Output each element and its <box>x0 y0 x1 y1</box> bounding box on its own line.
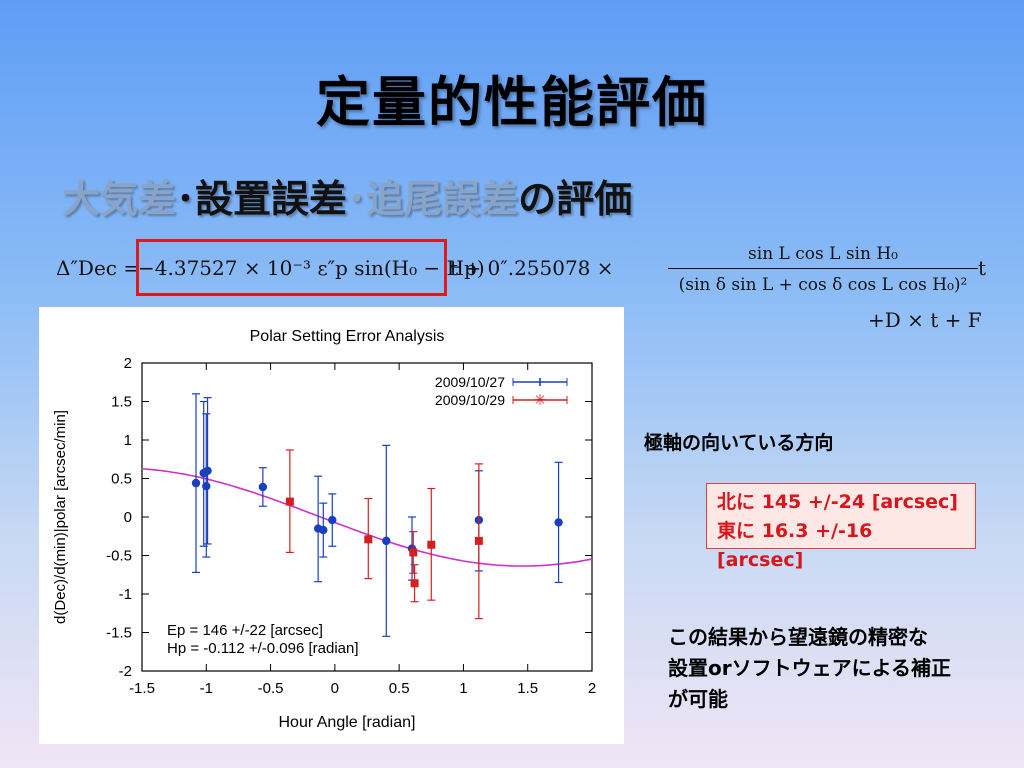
data-point <box>319 525 328 535</box>
legend-label-1: 2009/10/27 <box>435 374 505 390</box>
data-point <box>202 482 211 491</box>
y-tick-label: 0 <box>124 509 132 526</box>
conclusion-text: この結果から望遠鏡の精密な 設置orソフトウェアによる補正 が可能 <box>668 622 951 715</box>
y-tick-label: -1.5 <box>106 625 132 642</box>
formula-numerator: sin L cos L sin H₀ <box>668 244 978 269</box>
legend-label-2: 2009/10/29 <box>435 392 505 408</box>
y-tick-label: 0.5 <box>111 471 132 488</box>
formula-fraction: sin L cos L sin H₀ (sin δ sin L + cos δ … <box>668 244 978 295</box>
fit-curve-group <box>141 468 593 567</box>
result-north: 北に 145 +/-24 [arcsec] <box>717 491 958 513</box>
y-tick-label: -0.5 <box>106 548 132 565</box>
x-tick-label: 0 <box>331 680 339 697</box>
data-point <box>409 548 418 557</box>
data-point <box>427 540 436 549</box>
chart-svg: Polar Setting Error Analysis -1.5 -1 -0.5 0… <box>52 328 596 731</box>
x-tick-label: -1.5 <box>129 680 155 697</box>
x-tick-label: 1 <box>459 680 467 697</box>
conclusion-line-2: 設置orソフトウェアによる補正 <box>668 656 952 680</box>
fit-annotation-hp: Hp = -0.112 +/-0.096 [radian] <box>167 640 359 657</box>
x-axis-label: Hour Angle [radian] <box>279 714 416 731</box>
x-tick-label: -0.5 <box>258 680 284 697</box>
data-point <box>364 535 373 544</box>
data-point <box>258 482 268 492</box>
formula-lhs: Δ″Dec = <box>56 256 141 280</box>
x-tick-label: -1 <box>200 680 213 697</box>
slide-subtitle: 大気差･設置誤差･追尾誤差の評価 <box>62 168 632 223</box>
formula-term1: −4.37527 × 10⁻³ ε″p sin(H₀ − Hp) <box>138 256 485 280</box>
formula-term3: t <box>978 256 987 280</box>
subtitle-separator-2: ･ <box>347 177 367 221</box>
x-tick-label: 0.5 <box>389 680 410 697</box>
data-point <box>382 536 391 546</box>
subtitle-tracking-error: 追尾誤差 <box>366 177 519 221</box>
y-tick-label: 1.5 <box>111 394 132 411</box>
subtitle-refraction: 大気差 <box>62 177 177 221</box>
polar-axis-direction-label: 極軸の向いている方向 <box>644 432 834 454</box>
data-point <box>474 536 483 545</box>
data-points <box>191 393 563 637</box>
data-point <box>554 518 563 527</box>
conclusion-line-1: この結果から望遠鏡の精密な <box>668 625 928 649</box>
y-tick-label: 2 <box>124 355 132 372</box>
y-axis-label: d(Dec)/d(min)|polar [arcsec/min] <box>52 410 69 624</box>
result-box: 北に 145 +/-24 [arcsec] 東に 16.3 +/-16 [arc… <box>706 483 976 571</box>
y-tick-label: 1 <box>124 432 132 449</box>
formula-highlight-box <box>136 239 447 296</box>
data-point <box>285 497 294 506</box>
data-point <box>203 466 212 475</box>
subtitle-evaluation: の評価 <box>518 177 633 221</box>
x-tick-label: 1.5 <box>517 680 538 697</box>
formula-term2: t + 0″.255078 × <box>450 256 614 280</box>
y-tick-label: -2 <box>119 663 132 680</box>
formula-line2: +D × t + F <box>868 308 982 332</box>
x-tick-label: 2 <box>588 680 596 697</box>
legend-marker-2: ✳ <box>534 392 547 409</box>
result-east: 東に 16.3 +/-16 [arcsec] <box>717 520 873 571</box>
chart-title: Polar Setting Error Analysis <box>250 328 445 345</box>
data-point <box>410 579 419 588</box>
formula-denominator: (sin δ sin L + cos δ cos L cos H₀)² <box>678 275 968 295</box>
polar-error-chart: Polar Setting Error Analysis -1.5 -1 -0.5 0… <box>39 307 624 744</box>
fit-curve <box>141 468 593 567</box>
y-tick-label: -1 <box>119 586 132 603</box>
slide-title: 定量的性能評価 <box>316 71 708 134</box>
axis-ticks: -1.5 -1 -0.5 0 0.5 1 1.5 2-2-1.5-1-0.500.511.52 <box>106 355 596 697</box>
subtitle-setting-error: 設置誤差 <box>195 177 348 221</box>
fit-annotation-ep: Ep = 146 +/-22 [arcsec] <box>167 622 323 639</box>
chart-legend: 2009/10/27 2009/10/29 ✳ <box>435 374 568 409</box>
data-point <box>328 515 337 525</box>
subtitle-separator-1: ･ <box>176 177 196 221</box>
conclusion-line-3: が可能 <box>668 687 728 711</box>
data-point <box>191 478 201 488</box>
